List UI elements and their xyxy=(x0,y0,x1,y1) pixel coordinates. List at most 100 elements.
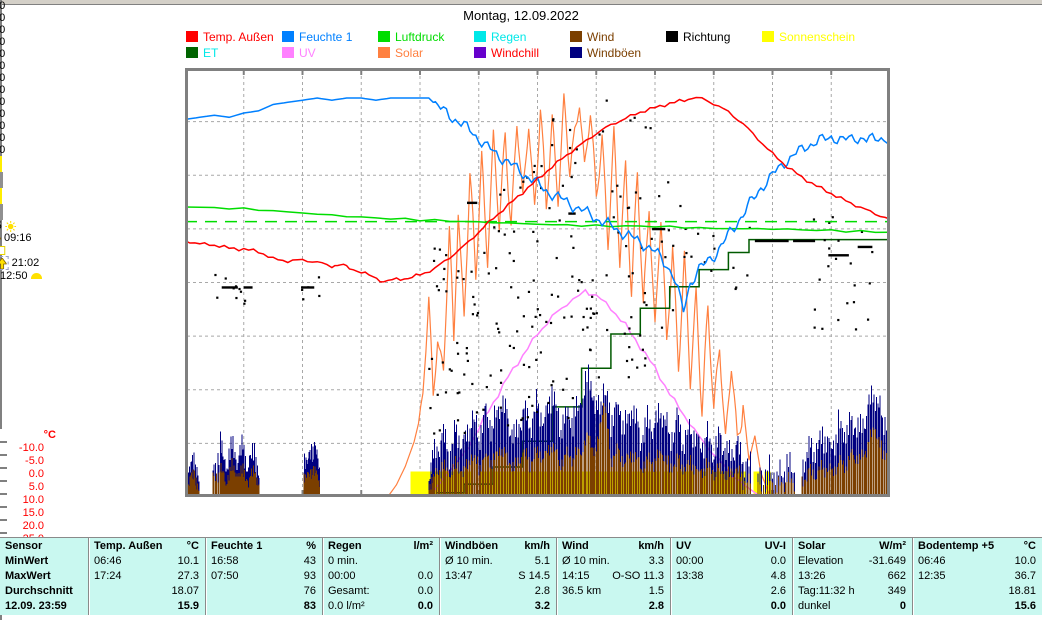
stats-cell-time: 13:47 xyxy=(445,570,473,582)
series-richtung-dot xyxy=(433,432,436,435)
axis-tick-label: 0.0 xyxy=(28,468,44,480)
stats-col-unit: °C xyxy=(186,540,199,552)
x-tick-label: 16:00 xyxy=(0,96,6,108)
legend-item-wind: Wind xyxy=(570,30,614,44)
stats-cell-row: Gesamt: 0.0 xyxy=(323,584,439,599)
series-richtung-dot xyxy=(630,316,633,319)
moonrise-arrow-up-icon xyxy=(0,257,7,269)
event-tick-sunset xyxy=(0,188,2,204)
series-richtung-dot xyxy=(575,148,578,151)
moonset-arrow-down-icon xyxy=(0,237,1,240)
sunset-marker: 19:56 xyxy=(0,244,10,256)
series-richtung-dot xyxy=(576,289,580,292)
stats-cell-value: S 14.5 xyxy=(518,570,550,582)
series-richtung-dot xyxy=(442,278,445,281)
series-richtung-dot xyxy=(591,279,594,282)
sunset-square-icon xyxy=(0,245,5,255)
legend-label: Richtung xyxy=(683,29,731,44)
stats-cell-time: 16:58 xyxy=(211,555,239,567)
series-richtung-dot xyxy=(746,274,749,277)
stats-cell-time: 12:35 xyxy=(918,570,946,582)
series-richtung-dot xyxy=(476,314,479,317)
stats-cell-time: Elevation xyxy=(798,555,844,567)
series-richtung-dot xyxy=(617,231,620,234)
stats-cell-row: Ø 10 min. 3.3 xyxy=(557,554,670,569)
axis-tick xyxy=(0,506,7,508)
series-richtung-dot xyxy=(658,195,661,198)
series-richtung-dot xyxy=(860,230,864,234)
series-temp xyxy=(185,96,890,283)
stats-col-feuchte-1: Feuchte 1% 16:58 43 07:50 93 76 83 xyxy=(205,538,322,615)
legend-item-feuchte-1: Feuchte 1 xyxy=(282,30,352,44)
stats-col-header: UV UV-I xyxy=(671,539,792,554)
axis-tick xyxy=(0,519,7,521)
stats-cell-value: 2.8 xyxy=(648,600,664,612)
series-richtung-dot xyxy=(828,221,831,224)
series-richtung-dot xyxy=(448,368,451,371)
series-richtung-dot xyxy=(522,180,525,183)
stats-col-header: Feuchte 1% xyxy=(206,539,322,554)
series-richtung-segment xyxy=(568,212,576,215)
legend-color-swatch xyxy=(762,31,774,42)
series-richtung-dot xyxy=(643,364,647,367)
stats-col-name: UV xyxy=(676,540,692,552)
series-richtung-dot xyxy=(588,348,592,351)
stats-cell-row: 2.6 xyxy=(671,584,792,599)
series-richtung-dot xyxy=(497,230,500,233)
series-richtung-dot xyxy=(550,293,553,296)
stats-cell-row: 15.9 xyxy=(89,599,205,614)
series-richtung-dot xyxy=(849,262,852,265)
moonrise-time-label: 21:02 xyxy=(11,257,40,269)
stats-col-solar: Solar W/m² Elevation -31.649 13:26 662 Tag:11:… xyxy=(792,538,912,615)
series-richtung-dot xyxy=(712,234,715,238)
series-richtung-dot xyxy=(532,279,535,282)
series-richtung-dot xyxy=(853,284,856,287)
series-richtung-dot xyxy=(450,369,453,372)
series-richtung-dot xyxy=(628,346,631,349)
series-richtung-dot xyxy=(586,326,589,329)
series-richtung-dot xyxy=(435,285,439,288)
series-richtung-dot xyxy=(567,416,570,420)
stats-cell-time: Ø 10 min. xyxy=(445,555,493,567)
stats-cell-time: 00:00 xyxy=(676,555,704,567)
series-richtung-dot xyxy=(438,248,442,251)
stats-cell-time: 0.0 l/m² xyxy=(328,600,365,612)
series-richtung-dot xyxy=(527,395,531,399)
series-richtung-dot xyxy=(482,408,485,411)
stats-col-name: Windböen xyxy=(445,540,499,552)
stats-col-unit: km/h xyxy=(524,540,550,552)
series-richtung-dot xyxy=(866,318,870,321)
series-richtung-segment xyxy=(221,286,238,289)
series-richtung-dot xyxy=(243,302,246,305)
moon-icon xyxy=(30,273,42,279)
series-richtung-dot xyxy=(465,352,468,355)
stats-cell-value: O-SO 11.3 xyxy=(612,570,664,582)
legend-label: Temp. Außen xyxy=(203,29,274,44)
page-title: Montag, 12.09.2022 xyxy=(463,8,579,23)
series-uv xyxy=(428,288,762,497)
series-richtung-dot xyxy=(628,327,631,330)
stats-cell-row: 12:35 36.7 xyxy=(913,569,1042,584)
stats-row-label-text: 12.09. 23:59 xyxy=(5,600,67,612)
series-richtung-dot xyxy=(601,130,605,133)
series-richtung-dot xyxy=(445,254,448,257)
stats-cell-value: -31.649 xyxy=(868,555,906,567)
series-richtung-dot xyxy=(633,116,636,119)
stats-cell-row: 3.2 xyxy=(440,599,556,614)
stats-cell-row: 2.8 xyxy=(557,599,670,614)
series-richtung-dot xyxy=(445,290,448,293)
series-richtung-dot xyxy=(472,295,475,299)
series-richtung-dot xyxy=(503,188,506,192)
event-tick-moonrise xyxy=(0,204,3,220)
series-richtung-dot xyxy=(821,327,824,330)
x-tick-label: 06:00 xyxy=(0,36,6,48)
series-richtung-dot xyxy=(570,175,573,179)
series-richtung-dot xyxy=(834,257,838,260)
stats-cell-value: 2.6 xyxy=(770,585,786,597)
series-richtung-dot xyxy=(540,164,543,168)
series-richtung-dot xyxy=(592,312,595,315)
stats-cell-row: 00:00 0.0 xyxy=(323,569,439,584)
moonset-marker: 09:16 xyxy=(0,232,37,244)
series-richtung-dot xyxy=(556,295,560,298)
series-richtung-dot xyxy=(531,404,534,407)
